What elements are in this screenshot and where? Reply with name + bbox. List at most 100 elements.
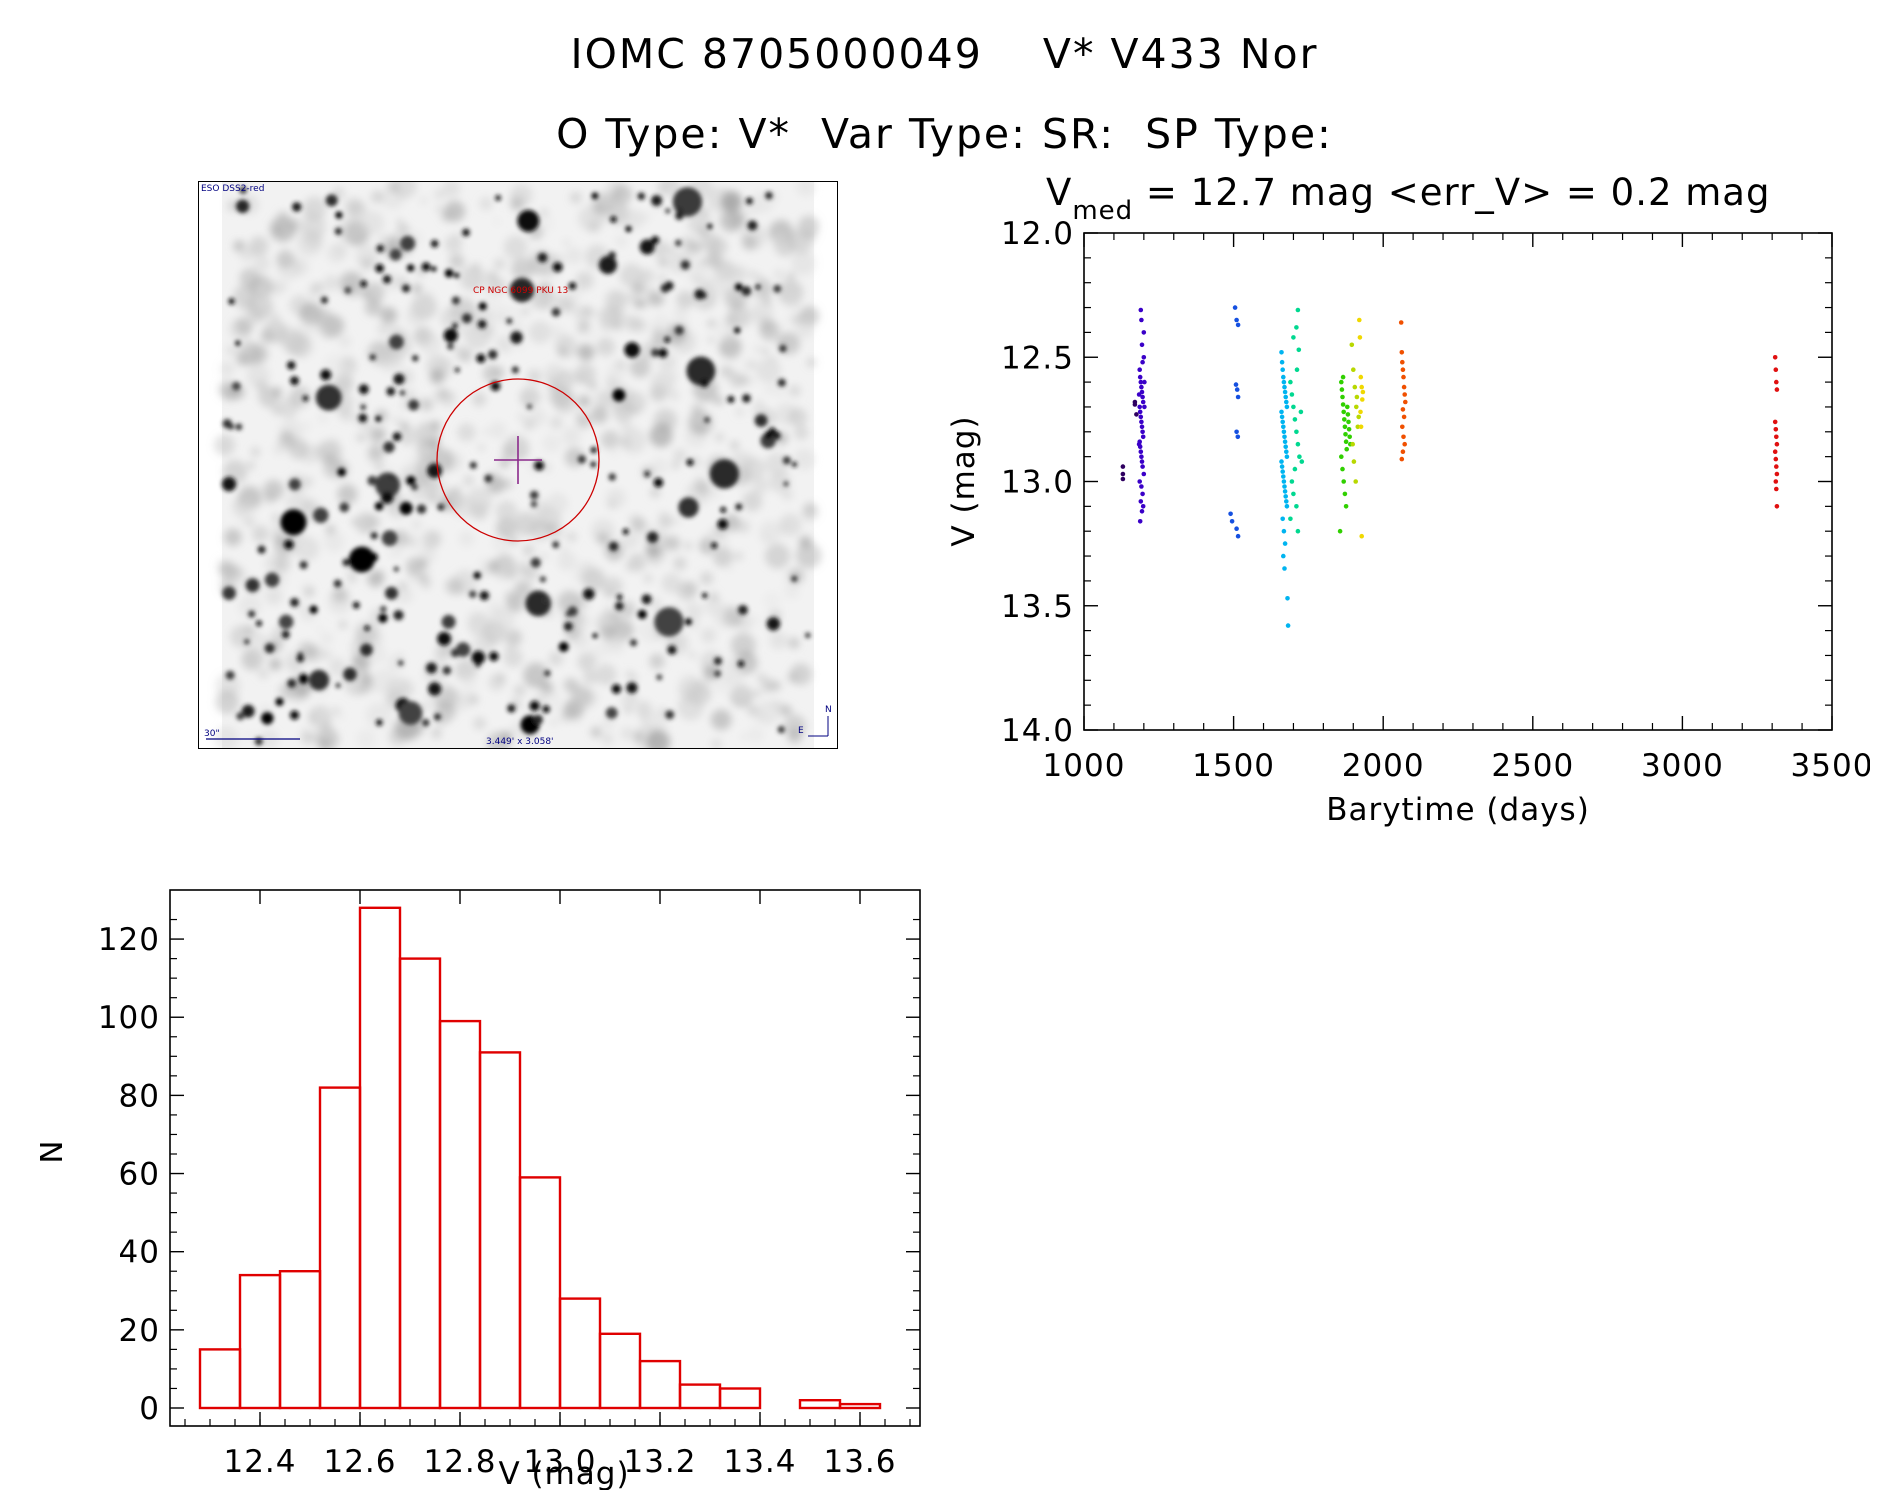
star	[612, 388, 626, 402]
star	[241, 704, 255, 718]
sky-noise-blob	[583, 326, 598, 341]
lc-point	[1401, 414, 1407, 420]
sky-noise-blob	[642, 710, 668, 736]
star	[477, 319, 487, 329]
sky-image: ESO DSS2-red CP NGC 6099 PKU 13 30" 3.44…	[198, 181, 838, 749]
sky-noise-blob	[741, 235, 758, 251]
sky-noise-blob	[596, 337, 616, 357]
star	[430, 239, 439, 248]
sky-noise-blob	[247, 636, 273, 662]
star	[431, 266, 437, 272]
hist-bar	[318, 1086, 362, 1410]
hist-bars	[198, 906, 882, 1410]
star	[675, 211, 684, 220]
star	[720, 506, 727, 513]
sky-noise-blob	[501, 444, 516, 459]
lc-point	[1139, 342, 1145, 348]
lc-point	[1398, 320, 1404, 325]
sky-noise-blob	[224, 528, 242, 546]
lc-point	[1289, 479, 1295, 484]
sky-noise-blob	[782, 705, 793, 717]
lc-point	[1280, 516, 1285, 522]
lc-point	[1140, 434, 1146, 440]
star	[489, 651, 499, 662]
sky-noise-blob	[386, 677, 412, 703]
sky-noise-blob	[601, 716, 615, 730]
sky-noise-blob	[295, 325, 302, 332]
sky-noise-blob	[494, 218, 501, 225]
lc-point	[1139, 459, 1145, 464]
star	[704, 417, 710, 423]
star	[320, 296, 328, 304]
sky-noise-blob	[657, 184, 667, 194]
star	[428, 682, 442, 696]
sky-noise-blob	[600, 430, 620, 450]
sky-noise-blob	[301, 582, 310, 591]
sky-noise-blob	[495, 673, 506, 683]
sky-noise-blob	[469, 307, 495, 332]
lc-point	[1140, 504, 1146, 509]
lc-point	[1401, 374, 1406, 380]
sky-noise-blob	[284, 649, 298, 663]
sky-noise-blob	[783, 714, 807, 737]
lc-point	[1282, 384, 1287, 390]
sky-noise-blob	[360, 257, 374, 270]
sky-noise-blob	[559, 710, 572, 723]
lc-point	[1282, 566, 1287, 571]
sky-noise-blob	[347, 573, 358, 583]
lc-point	[1359, 533, 1364, 539]
sky-noise-blob	[271, 626, 289, 643]
star	[299, 674, 308, 684]
sky-noise-blob	[591, 309, 599, 317]
star	[625, 225, 632, 233]
star	[447, 342, 454, 350]
star	[421, 262, 431, 272]
sky-noise-blob	[377, 356, 389, 367]
sky-noise-blob	[323, 275, 340, 291]
lc-point	[1136, 392, 1142, 397]
sky-noise-blob	[709, 592, 719, 602]
sky-noise-blob	[575, 271, 594, 290]
hist-bar	[598, 1332, 642, 1410]
sky-noise-blob	[238, 594, 262, 618]
star	[281, 630, 290, 639]
star	[443, 328, 458, 343]
sky-noise-blob	[405, 305, 427, 326]
sky-noise-blob	[549, 325, 562, 337]
target-crosshair	[494, 436, 542, 484]
sky-noise-blob	[697, 225, 709, 238]
star	[320, 369, 332, 381]
lc-point	[1283, 394, 1288, 400]
scale-label: 30"	[204, 729, 220, 739]
x-tick-label: 1500	[1192, 748, 1275, 784]
hist-xlabel: V (mag)	[498, 1456, 629, 1490]
sky-noise-blob	[269, 280, 284, 295]
lc-point	[1296, 347, 1302, 353]
sky-noise-blob	[457, 326, 467, 335]
star	[711, 542, 718, 549]
star	[393, 566, 399, 572]
star	[766, 617, 781, 631]
star	[717, 518, 728, 530]
star	[741, 286, 752, 296]
lc-point	[1402, 392, 1407, 397]
lc-point	[1297, 454, 1302, 460]
star	[735, 503, 743, 511]
star	[541, 596, 551, 605]
star	[398, 701, 423, 725]
star	[278, 614, 294, 630]
lc-point	[1774, 379, 1779, 385]
sky-noise-blob	[356, 433, 366, 443]
lc-point	[1358, 409, 1363, 415]
sky-noise-blob	[652, 313, 670, 331]
lc-point	[1120, 476, 1126, 482]
star	[641, 594, 652, 605]
lc-point	[1294, 325, 1299, 330]
sky-noise-blob	[277, 210, 289, 223]
sky-noise-blob	[651, 457, 669, 476]
lc-point	[1343, 439, 1349, 445]
star	[376, 244, 385, 253]
star	[383, 441, 395, 453]
star	[426, 662, 437, 674]
sky-noise-blob	[327, 659, 348, 679]
